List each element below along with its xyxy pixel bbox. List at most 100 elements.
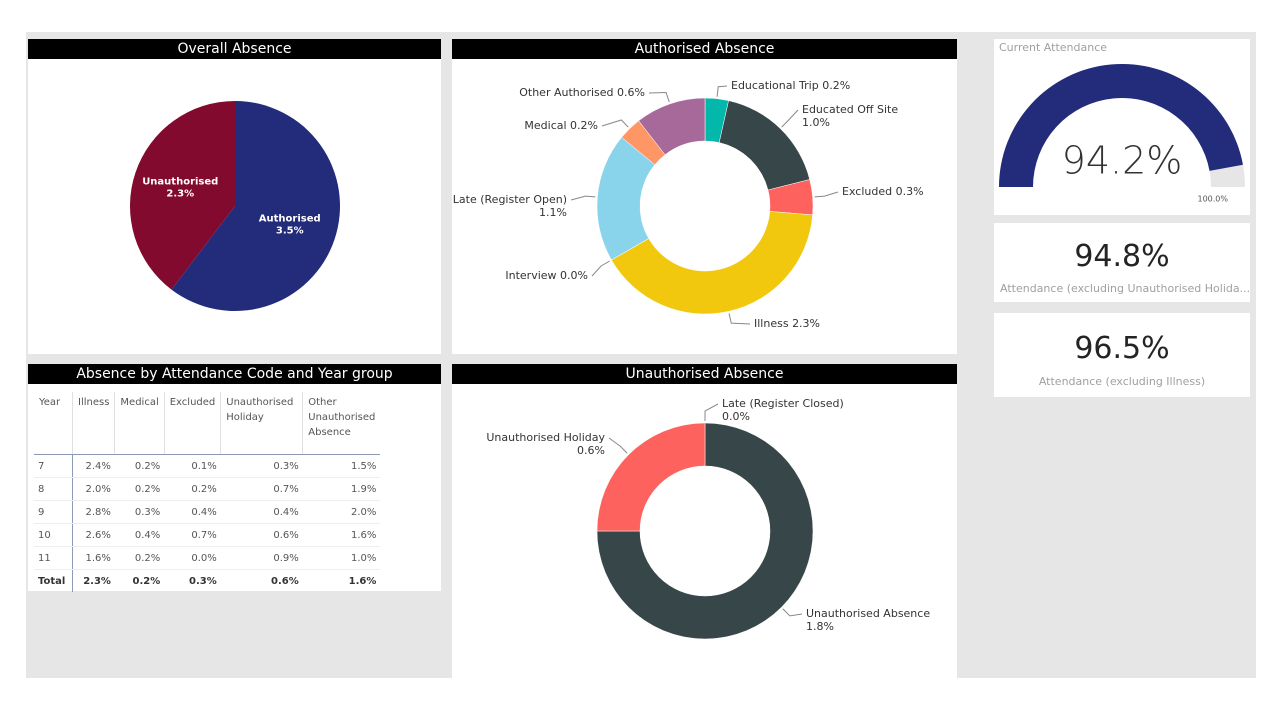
slice-category: Late (Register Closed) <box>722 397 844 410</box>
table-cell: 0.4% <box>220 500 303 524</box>
table-cell: 0.2% <box>114 477 165 501</box>
slice-label: Medical 0.2% <box>524 119 598 132</box>
table-cell: 0.4% <box>164 500 221 524</box>
slice-label: Unauthorised 2.3% <box>142 177 218 200</box>
slice-value: 0.6% <box>617 86 645 99</box>
leader-line <box>716 85 728 97</box>
table-row: 7 2.4% 0.2% 0.1% 0.3% 1.5% <box>34 454 381 478</box>
leader-line <box>601 119 629 128</box>
slice-category: Medical <box>524 119 566 132</box>
panel-title: Authorised Absence <box>452 39 957 59</box>
donut-slice <box>596 422 706 532</box>
slice-value: 2.3% <box>792 317 820 330</box>
slice-value: 0.3% <box>896 185 924 198</box>
gauge-value <box>999 64 1243 187</box>
table-cell: 0.7% <box>220 477 303 501</box>
slice-category: Excluded <box>842 185 892 198</box>
table-cell: 0.6% <box>220 523 303 547</box>
table-cell: 0.1% <box>164 454 221 478</box>
kpi-card: 96.5% Attendance (excluding Illness) <box>994 313 1250 397</box>
table-cell: 11 <box>34 546 73 570</box>
table-cell: 7 <box>34 454 73 478</box>
table-cell: 2.0% <box>302 500 381 524</box>
table-row: 9 2.8% 0.3% 0.4% 0.4% 2.0% <box>34 500 381 524</box>
slice-value: 0.0% <box>560 269 588 282</box>
leader-line <box>648 91 670 103</box>
table-cell: 0.6% <box>271 575 299 587</box>
table-cell: 0.7% <box>164 523 221 547</box>
slice-category: Late (Register Open) <box>453 193 567 206</box>
table-row: 10 2.6% 0.4% 0.7% 0.6% 1.6% <box>34 523 381 547</box>
absence-table: Year Illness Medical Excluded Unauthorised H… <box>34 392 381 592</box>
slice-label: Educated Off Site 1.0% <box>802 103 898 129</box>
table-cell: 1.6% <box>348 575 377 587</box>
leader-line <box>704 403 719 421</box>
slice-category: Interview <box>505 269 556 282</box>
slice-value: 1.1% <box>539 206 567 219</box>
donut-slice <box>611 211 813 315</box>
leader-line <box>814 191 839 198</box>
table-cell: 0.3% <box>220 454 303 478</box>
table-cell: 2.4% <box>72 454 115 478</box>
slice-value: 1.8% <box>806 620 834 633</box>
slice-category: Educational Trip <box>731 79 819 92</box>
table-cell: Total <box>34 569 73 592</box>
donut-chart: Educational Trip 0.2%Educated Off Site 1.… <box>453 79 924 330</box>
table-panel: Absence by Attendance Code and Year grou… <box>28 364 441 592</box>
slice-label: Authorised 3.5% <box>259 213 321 236</box>
panel-title: Unauthorised Absence <box>452 364 957 384</box>
table-cell: 0.2% <box>164 477 221 501</box>
donut-slice <box>596 422 814 640</box>
table-row: Total 2.3% 0.2% 0.3% 0.6% 1.6% <box>34 569 380 592</box>
slice-category: Unauthorised Absence <box>806 607 930 620</box>
leader-line <box>570 195 596 201</box>
slice-category: Unauthorised <box>142 177 218 188</box>
slice-label: Unauthorised Absence 1.8% <box>806 607 930 633</box>
slice-label: Late (Register Open) 1.1% <box>453 193 567 219</box>
table-cell: 2.0% <box>72 477 115 501</box>
table-cell: 2.6% <box>72 523 115 547</box>
panel-title: Overall Absence <box>28 39 441 59</box>
slice-category: Authorised <box>259 213 321 224</box>
gauge-tick-label: 100.0% <box>1197 195 1228 204</box>
table-cell: 0.9% <box>220 546 303 570</box>
table-cell: 1.6% <box>302 523 381 547</box>
table-cell: 10 <box>34 523 73 547</box>
table-cell: 8 <box>34 477 73 501</box>
card-label: Attendance (excluding Unauthorised Holid… <box>1000 282 1250 295</box>
column-header: Medical <box>114 392 165 455</box>
slice-value: 0.0% <box>722 410 750 423</box>
leader-line <box>781 109 799 128</box>
panel-title: Absence by Attendance Code and Year grou… <box>28 364 441 384</box>
slice-label: Interview 0.0% <box>505 269 588 282</box>
card-value: 94.8% <box>1074 239 1170 274</box>
table-cell: 2.8% <box>72 500 115 524</box>
table-cell: 0.2% <box>132 575 161 587</box>
authorised-panel: Educational Trip 0.2% Educated Off Site 1.… <box>452 39 957 354</box>
table-cell: 1.6% <box>72 546 115 570</box>
column-header: Illness <box>71 392 115 455</box>
table-cell: 0.2% <box>114 546 165 570</box>
slice-value: 3.5% <box>276 225 304 236</box>
overall-panel: Authorised 3.5% Unauthorised 2.3% Overall A… <box>28 39 441 354</box>
leader-line <box>728 313 751 325</box>
leader-line <box>782 608 803 617</box>
slice-category: Other Authorised <box>519 86 613 99</box>
card-value: 96.5% <box>1074 331 1170 366</box>
table-cell: 2.3% <box>83 575 111 587</box>
card-label: Attendance (excluding Illness) <box>1038 375 1206 388</box>
table-cell: 0.3% <box>114 500 165 524</box>
slice-label: Educational Trip 0.2% <box>731 79 850 92</box>
slice-label: Unauthorised Holiday 0.6% <box>486 431 605 457</box>
pie-slice <box>130 101 235 290</box>
slice-label: Late (Register Closed) 0.0% <box>722 397 844 423</box>
unauthorised-panel: Late (Register Closed) 0.0% Unauthorised A… <box>452 364 957 678</box>
slice-category: Educated Off Site <box>802 103 898 116</box>
slice-category: Unauthorised Holiday <box>486 431 605 444</box>
gauge-card: 94.2%0.0%100.0% Current Attendance <box>994 39 1250 215</box>
table-row: 8 2.0% 0.2% 0.2% 0.7% 1.9% <box>34 477 381 501</box>
header-row: Year Illness Medical Excluded Unauthorised H… <box>34 392 381 455</box>
slice-value: 2.3% <box>166 189 194 200</box>
table-cell: 1.5% <box>302 454 381 478</box>
